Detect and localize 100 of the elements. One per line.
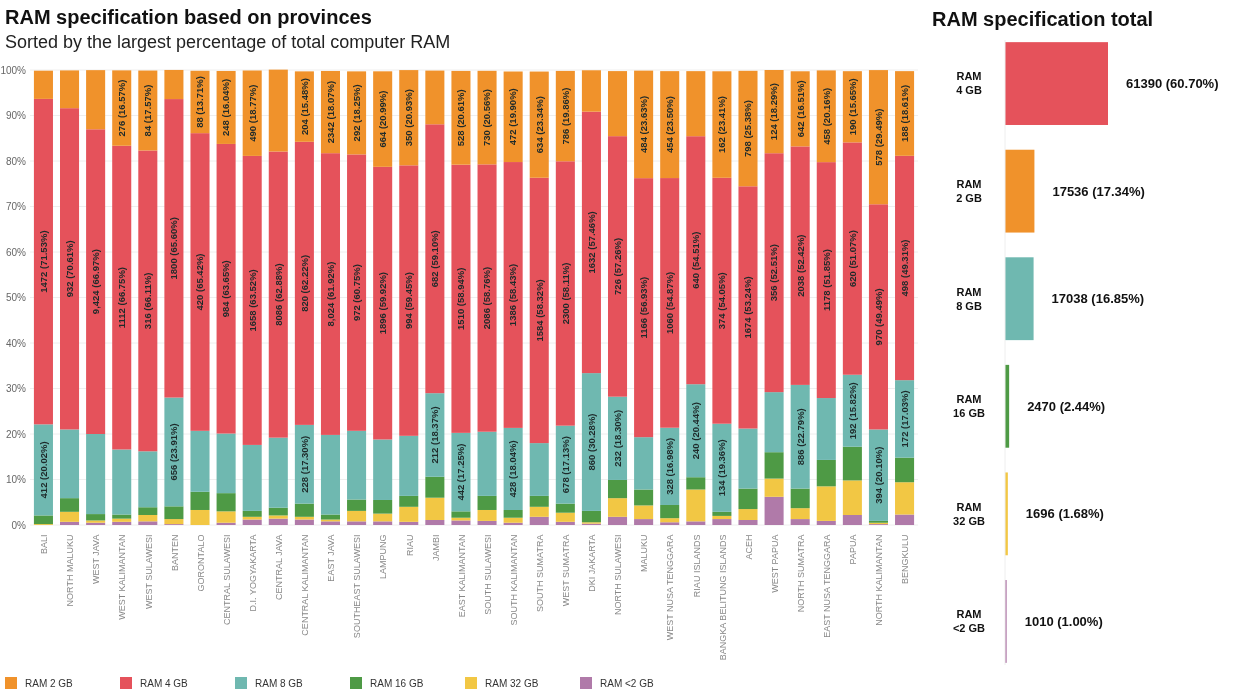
- x-tick-label: MALUKU: [639, 534, 650, 573]
- y-tick-label: 70%: [5, 201, 27, 213]
- x-tick-label: WEST SUMATRA: [561, 534, 572, 607]
- data-label: 17038 (16.85%): [1051, 291, 1145, 307]
- x-tick-label: EAST KALIMANTAN: [456, 534, 467, 618]
- data-label: 972 (60.75%): [350, 264, 362, 322]
- data-label: 1584 (58.32%): [533, 279, 545, 342]
- legend-label: RAM 2 GB: [25, 677, 74, 689]
- y-tick-label: RAM 16 GB: [953, 393, 985, 420]
- data-label: 682 (59.10%): [429, 230, 441, 288]
- data-label: 162 (23.41%): [716, 96, 728, 154]
- data-label: 1658 (63.52%): [246, 269, 258, 332]
- data-label: 240 (20.44%): [690, 402, 702, 460]
- y-tick-label: RAM 8 GB: [956, 285, 982, 312]
- data-label: 442 (17.25%): [455, 443, 467, 501]
- legend-label: RAM <2 GB: [600, 677, 654, 689]
- y-tick-label: 80%: [5, 155, 27, 167]
- x-tick-label: WEST NUSA TENGGARA: [665, 534, 676, 641]
- data-label: 2342 (18.07%): [324, 80, 336, 144]
- data-label: 1472 (71.53%): [37, 230, 49, 293]
- data-label: 798 (25.38%): [742, 100, 754, 158]
- legend-label: RAM 32 GB: [485, 677, 539, 689]
- data-label: 350 (20.93%): [403, 89, 415, 147]
- y-tick-label: RAM 2 GB: [956, 177, 982, 204]
- x-tick-label: PAPUA: [848, 534, 859, 565]
- data-label: 88 (13.71%): [194, 76, 206, 128]
- data-label: 172 (17.03%): [898, 390, 910, 448]
- data-label: 1632 (57.46%): [585, 211, 597, 274]
- data-label: 1386 (58.43%): [507, 263, 519, 327]
- y-tick-label: 60%: [5, 246, 27, 258]
- y-tick-label: 90%: [5, 110, 27, 122]
- data-label: 970 (49.49%): [872, 288, 884, 346]
- x-tick-label: WEST JAVA: [91, 534, 102, 585]
- data-label: 276 (16.57%): [116, 79, 128, 137]
- data-label: 228 (17.30%): [298, 435, 310, 493]
- data-label: 8086 (62.88%): [272, 263, 284, 326]
- data-label: 374 (54.05%): [716, 272, 728, 330]
- data-label: 1060 (54.87%): [664, 271, 676, 335]
- x-tick-label: SOUTH SUMATRA: [534, 534, 545, 612]
- x-tick-label: DKI JAKARTA: [587, 534, 598, 592]
- data-label: 134 (19.36%): [716, 439, 728, 497]
- data-label: 1800 (65.60%): [168, 217, 180, 280]
- data-label: 860 (30.28%): [585, 413, 597, 471]
- data-label: 2038 (52.42%): [794, 234, 806, 297]
- data-label: 786 (19.86%): [559, 87, 571, 145]
- data-label: 1510 (58.94%): [455, 267, 467, 330]
- x-tick-label: BANTEN: [169, 534, 180, 572]
- x-tick-label: BANGKA BELITUNG ISLANDS: [717, 534, 728, 661]
- data-label: 634 (23.34%): [533, 96, 545, 154]
- data-label: 124 (18.29%): [768, 83, 780, 141]
- x-tick-label: EAST JAVA: [326, 534, 337, 582]
- data-label: 490 (18.77%): [246, 84, 258, 142]
- data-label: 472 (19.90%): [507, 88, 519, 146]
- x-tick-label: WEST PAPUA: [769, 534, 780, 593]
- x-tick-label: BENGKULU: [900, 534, 911, 585]
- x-tick-label: GORONTALO: [195, 534, 206, 592]
- data-label: 316 (66.11%): [142, 272, 154, 330]
- data-label: 664 (20.99%): [376, 90, 388, 148]
- data-label: 428 (18.04%): [507, 440, 519, 498]
- y-tick-label: 40%: [5, 337, 27, 349]
- y-tick-label: 30%: [5, 383, 27, 395]
- data-label: 1010 (1.00%): [1024, 613, 1103, 629]
- data-label: 528 (20.61%): [455, 89, 467, 147]
- legend-label: RAM 4 GB: [140, 677, 189, 689]
- data-label: 17536 (17.34%): [1052, 183, 1145, 199]
- chart-title: RAM specification total: [932, 8, 1154, 30]
- y-tick-label: 0%: [11, 519, 27, 531]
- x-tick-label: WEST KALIMANTAN: [117, 534, 128, 620]
- data-label: 420 (65.42%): [194, 253, 206, 311]
- data-label: 328 (16.98%): [664, 437, 676, 495]
- data-label: 188 (18.61%): [898, 84, 910, 142]
- y-tick-label: 50%: [5, 292, 27, 304]
- x-tick-label: NORTH SULAWESI: [613, 534, 624, 616]
- data-label: 640 (54.51%): [690, 231, 702, 289]
- data-label: 412 (20.02%): [37, 441, 49, 499]
- y-tick-label: RAM 4 GB: [956, 70, 982, 97]
- x-tick-label: NORTH SUMATRA: [795, 534, 806, 613]
- x-tick-label: BALI: [39, 534, 50, 555]
- x-tick-label: SOUTH KALIMANTAN: [508, 534, 519, 626]
- data-label: 678 (17.13%): [559, 436, 571, 494]
- data-label: 578 (29.49%): [872, 108, 884, 166]
- x-tick-label: RIAU: [404, 534, 415, 557]
- data-label: 9,424 (66.97%): [89, 249, 101, 315]
- data-label: 1178 (51.85%): [820, 249, 832, 311]
- legend-label: RAM 8 GB: [255, 677, 304, 689]
- data-label: 61390 (60.70%): [1126, 76, 1219, 92]
- y-tick-label: RAM 32 GB: [953, 500, 985, 527]
- legend-label: RAM 16 GB: [370, 677, 424, 689]
- data-label: 458 (20.16%): [820, 87, 832, 145]
- x-tick-label: CENTRAL SULAWESI: [221, 534, 232, 625]
- y-tick-label: 10%: [5, 474, 27, 486]
- x-tick-label: RIAU ISLANDS: [691, 534, 702, 598]
- data-label: 212 (18.37%): [429, 406, 441, 464]
- x-tick-label: EAST NUSA TENGGARA: [822, 534, 833, 638]
- data-label: 1166 (56.93%): [637, 276, 649, 339]
- data-label: 356 (52.51%): [768, 244, 780, 302]
- data-label: 984 (63.65%): [220, 260, 232, 318]
- y-tick-label: RAM <2 GB: [952, 608, 986, 635]
- data-label: 84 (17.57%): [142, 84, 154, 137]
- data-label: 2470 (2.44%): [1027, 398, 1106, 414]
